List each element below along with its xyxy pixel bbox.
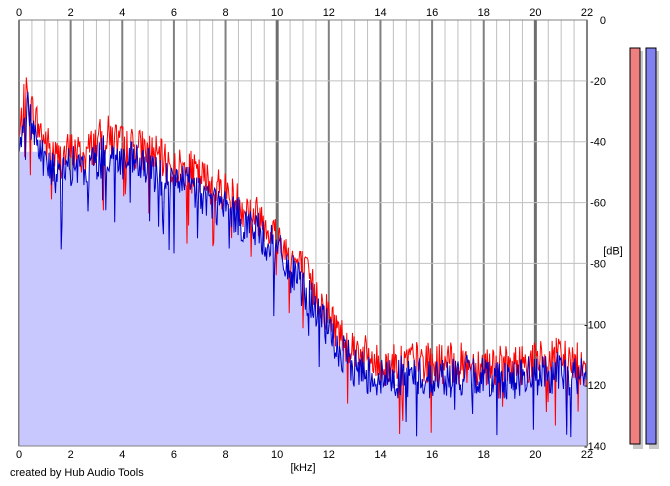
y-tick-label: -80 <box>590 258 606 270</box>
x-tick-label-top: 14 <box>374 7 386 19</box>
x-tick-label-top: 10 <box>271 7 283 19</box>
y-tick-label: 0 <box>600 15 606 27</box>
x-tick-label-bottom: 8 <box>222 449 228 461</box>
credit-text: created by Hub Audio Tools <box>10 467 144 479</box>
x-tick-label-bottom: 22 <box>581 449 593 461</box>
x-tick-label-bottom: 16 <box>426 449 438 461</box>
x-tick-label-top: 0 <box>16 7 22 19</box>
x-tick-label-top: 2 <box>68 7 74 19</box>
axes: 002244668810101212141416161818202022220-… <box>16 7 623 474</box>
y-tick-label: -100 <box>584 319 606 331</box>
y-tick-label: -60 <box>590 198 606 210</box>
x-tick-label-top: 22 <box>581 7 593 19</box>
x-tick-label-top: 16 <box>426 7 438 19</box>
x-tick-label-top: 20 <box>529 7 541 19</box>
x-tick-label-bottom: 4 <box>119 449 125 461</box>
x-axis-label: [kHz] <box>290 462 315 474</box>
x-tick-label-bottom: 18 <box>478 449 490 461</box>
x-tick-label-top: 12 <box>323 7 335 19</box>
x-tick-label-bottom: 12 <box>323 449 335 461</box>
x-tick-label-bottom: 2 <box>68 449 74 461</box>
x-tick-label-bottom: 0 <box>16 449 22 461</box>
x-tick-label-top: 8 <box>222 7 228 19</box>
x-tick-label-bottom: 10 <box>271 449 283 461</box>
level-meters <box>629 47 659 449</box>
meter-bar-left <box>629 47 641 445</box>
series-line-channel-2 <box>19 91 587 438</box>
x-tick-label-top: 18 <box>478 7 490 19</box>
plot-frame <box>18 19 588 447</box>
y-tick-label: -40 <box>590 137 606 149</box>
y-tick-label: -20 <box>590 76 606 88</box>
x-tick-label-bottom: 6 <box>171 449 177 461</box>
y-tick-label: -140 <box>584 441 606 453</box>
y-axis-label: [dB] <box>603 245 623 257</box>
x-tick-label-top: 4 <box>119 7 125 19</box>
series-layer <box>19 77 587 438</box>
x-tick-label-bottom: 14 <box>374 449 386 461</box>
meter-bar-right <box>645 47 657 445</box>
x-tick-label-top: 6 <box>171 7 177 19</box>
x-tick-label-bottom: 20 <box>529 449 541 461</box>
y-tick-label: -120 <box>584 380 606 392</box>
